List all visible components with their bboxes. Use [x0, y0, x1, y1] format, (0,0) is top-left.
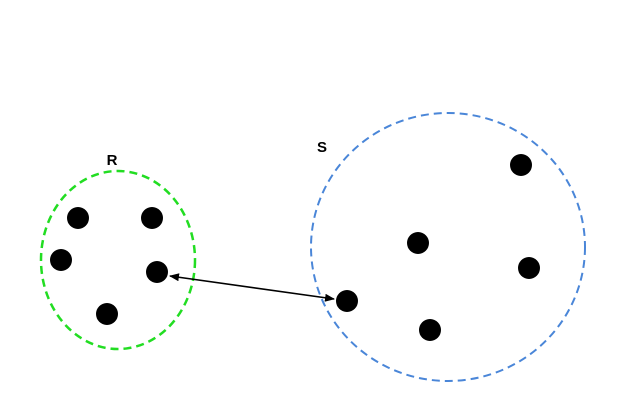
- set-s-point: [419, 319, 441, 341]
- set-s-point: [510, 154, 532, 176]
- set-s-point: [336, 290, 358, 312]
- set-s: S: [310, 112, 586, 382]
- distance-arrow: [169, 273, 335, 302]
- set-s-boundary: [310, 112, 586, 382]
- set-r-boundary: [39, 169, 197, 351]
- set-s-label: S: [317, 139, 327, 156]
- set-r-point: [50, 249, 72, 271]
- set-r-label: R: [107, 152, 118, 169]
- set-r-point: [146, 261, 168, 283]
- set-r: R: [39, 152, 197, 351]
- set-r-point: [141, 207, 163, 229]
- set-s-point: [407, 232, 429, 254]
- set-r-point: [96, 303, 118, 325]
- set-r-point: [67, 207, 89, 229]
- set-s-point: [518, 257, 540, 279]
